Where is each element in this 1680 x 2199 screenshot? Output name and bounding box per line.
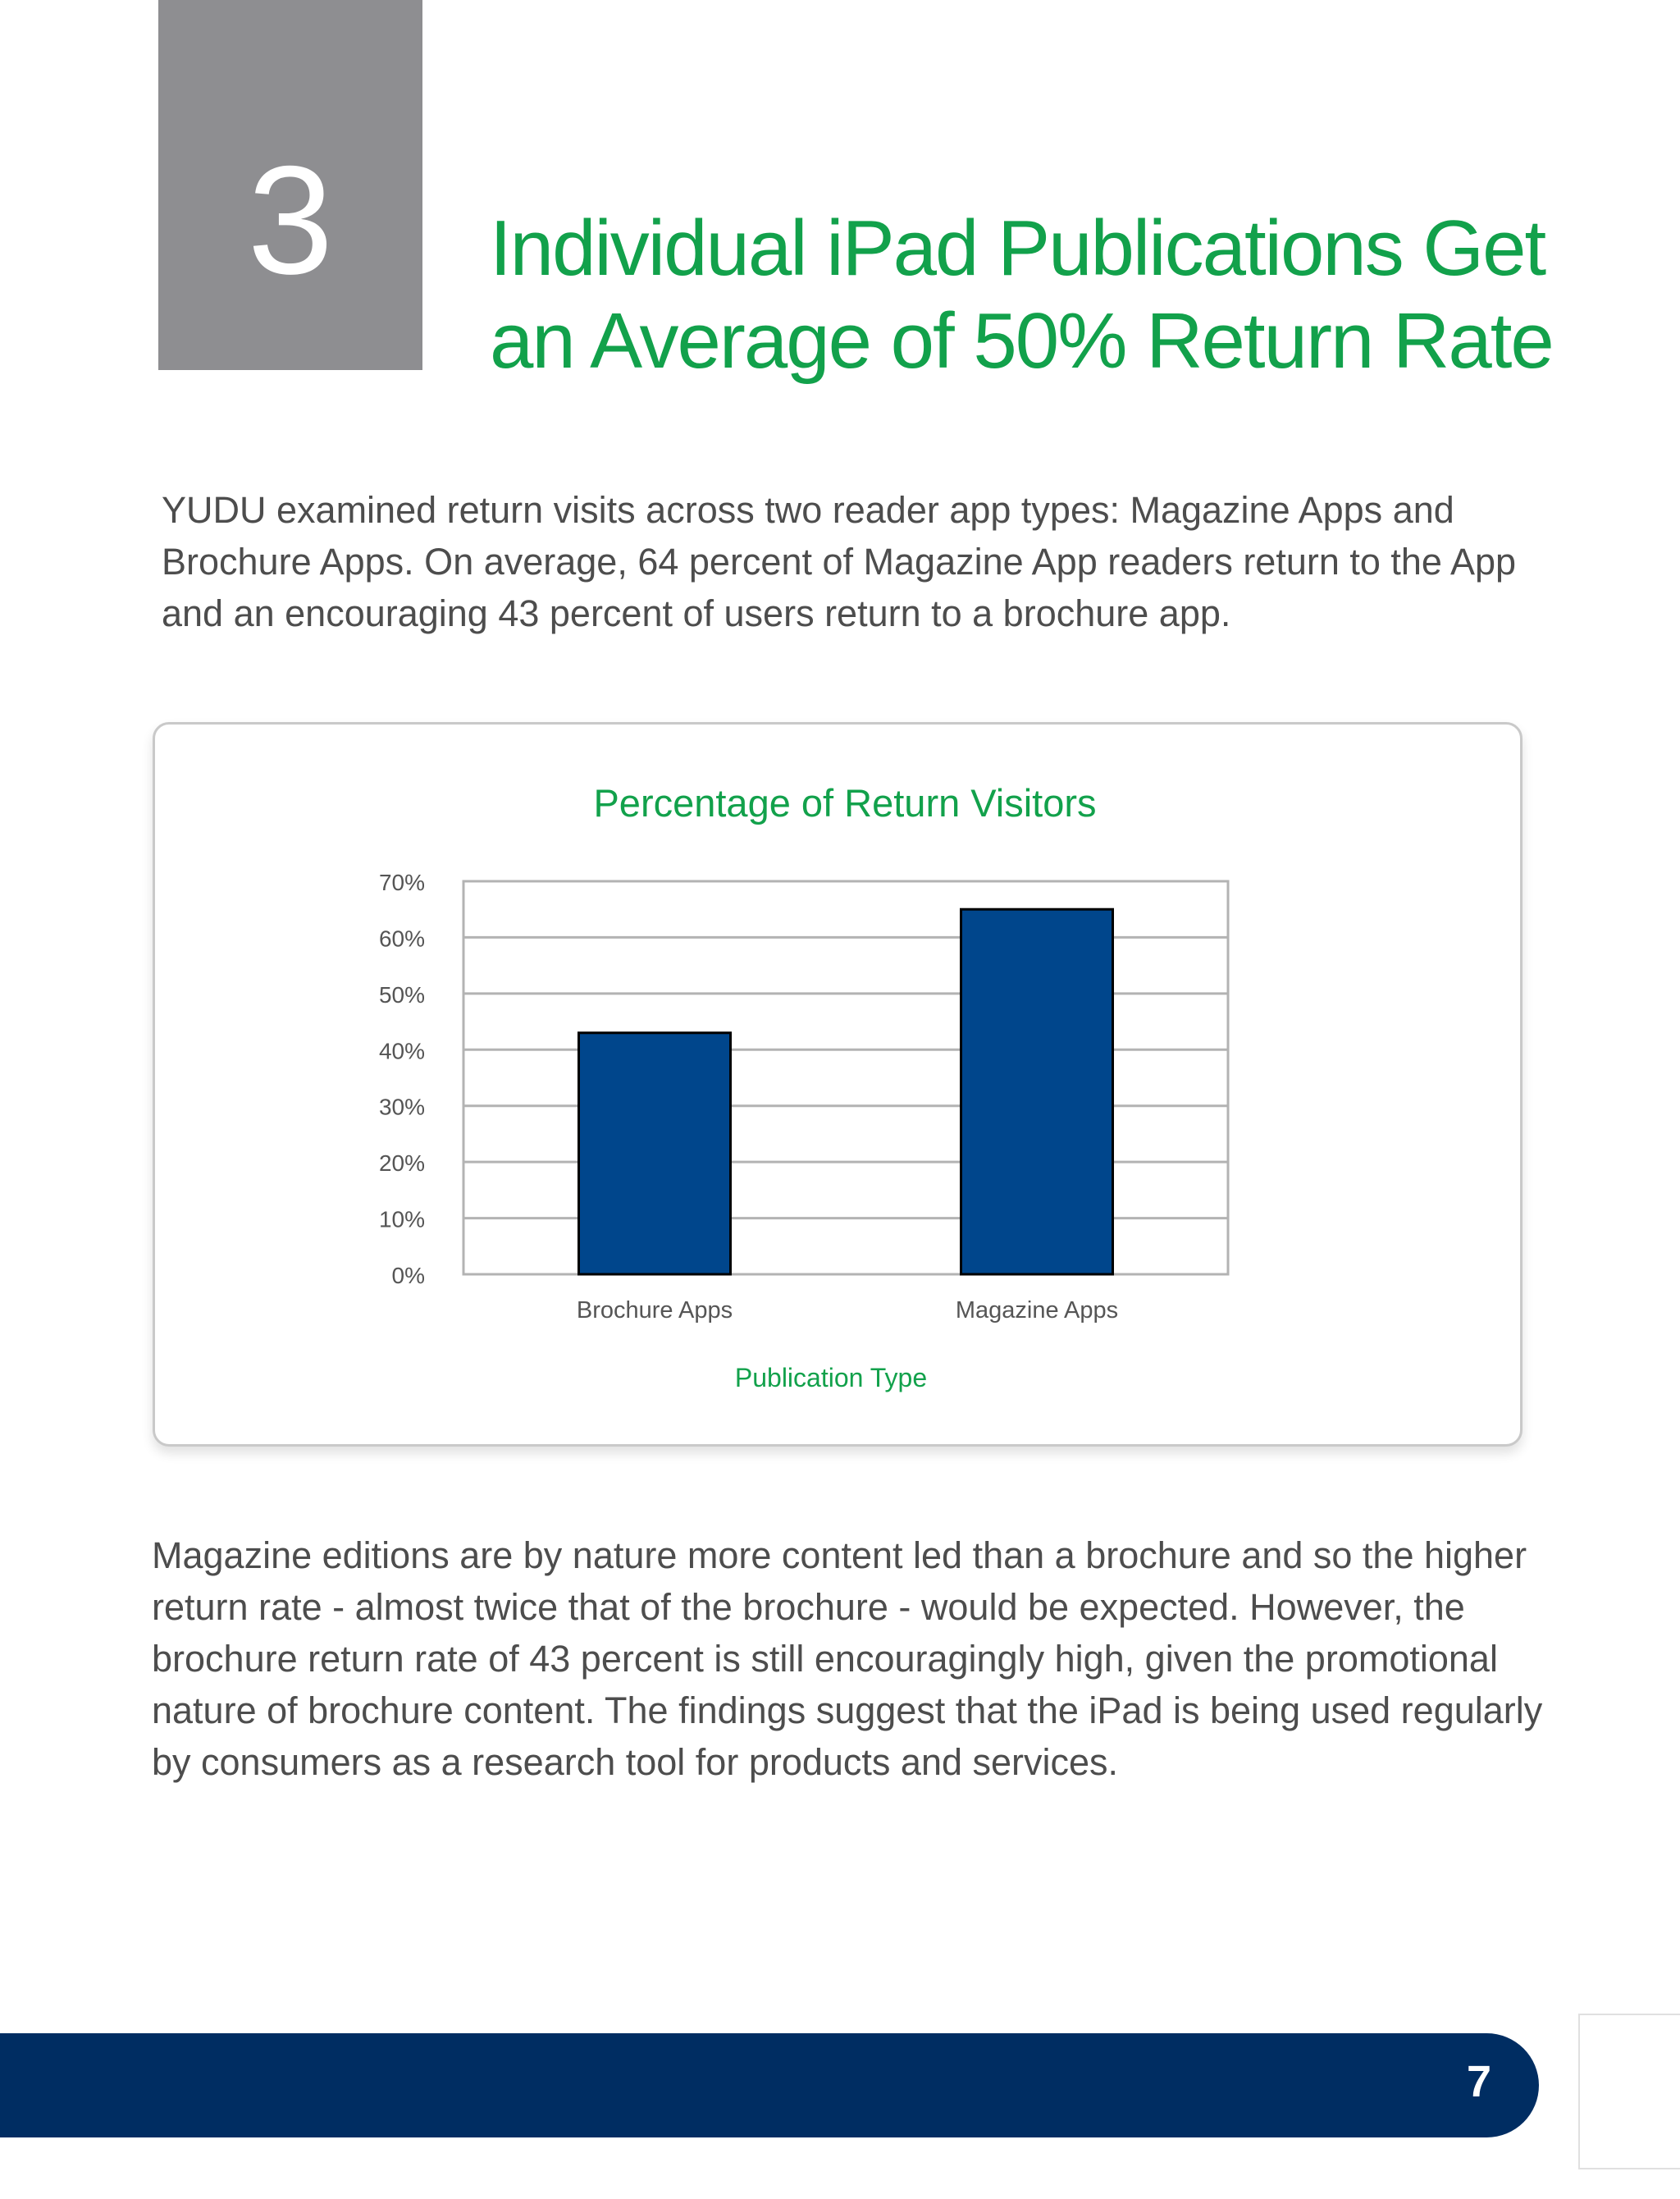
y-tick-label: 70%	[379, 870, 425, 895]
y-tick-label: 60%	[379, 926, 425, 951]
y-tick-label: 20%	[379, 1150, 425, 1176]
chart-card: Percentage of Return Visitors 0% 10% 20% 30…	[153, 722, 1522, 1447]
x-axis-label: Publication Type	[735, 1363, 927, 1392]
section-title: Individual iPad Publications Get an Aver…	[490, 204, 1554, 385]
y-tick-label: 0%	[392, 1263, 425, 1288]
section-number-box: 3	[158, 0, 422, 370]
x-tick-label: Brochure Apps	[577, 1297, 733, 1324]
page-number: 7	[1466, 2057, 1491, 2106]
bar	[960, 907, 1114, 1276]
conclusion-paragraph: Magazine editions are by nature more con…	[152, 1534, 1543, 1783]
bar	[578, 1031, 732, 1276]
y-tick-label: 40%	[379, 1038, 425, 1063]
y-tick-label: 50%	[379, 982, 425, 1008]
y-tick-label: 30%	[379, 1095, 425, 1120]
y-tick-label: 10%	[379, 1207, 425, 1232]
x-axis-tick-labels: Brochure Apps Magazine Apps	[577, 1297, 1118, 1324]
footer-bar: 7	[0, 2033, 1539, 2137]
x-tick-label: Magazine Apps	[956, 1297, 1118, 1324]
y-axis-tick-labels: 0% 10% 20% 30% 40% 50% 60% 70%	[379, 870, 425, 1288]
section-number: 3	[247, 134, 334, 306]
intro-paragraph: YUDU examined return visits across two r…	[162, 489, 1517, 634]
chart-title: Percentage of Return Visitors	[593, 781, 1096, 825]
plot-frame	[462, 880, 1230, 1276]
page-edge-tab	[1578, 2014, 1680, 2169]
chart-bars	[578, 907, 1114, 1276]
